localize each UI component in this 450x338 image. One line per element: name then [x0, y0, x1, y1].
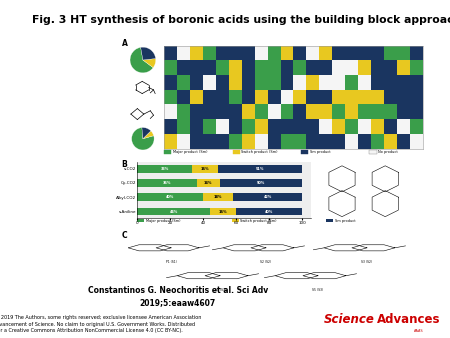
- Text: S5 (S3): S5 (S3): [312, 288, 324, 292]
- Text: 40%: 40%: [166, 195, 175, 199]
- Text: 18%: 18%: [214, 195, 222, 199]
- Text: 16%: 16%: [219, 210, 227, 214]
- Bar: [220, 179, 302, 187]
- Wedge shape: [143, 131, 153, 139]
- Bar: [137, 179, 197, 187]
- Text: Advances: Advances: [377, 313, 441, 326]
- Text: S3 (S2): S3 (S2): [361, 260, 373, 264]
- Bar: [192, 165, 218, 173]
- Text: Switch product (Sm): Switch product (Sm): [241, 150, 278, 154]
- Bar: [232, 219, 239, 222]
- Text: AAAS: AAAS: [414, 329, 423, 333]
- Wedge shape: [142, 127, 151, 139]
- Text: Major product (Sm): Major product (Sm): [173, 150, 207, 154]
- Text: No product: No product: [378, 150, 398, 154]
- Bar: [326, 219, 333, 222]
- Text: S4 (S3): S4 (S3): [215, 288, 225, 292]
- Bar: [233, 150, 240, 154]
- Wedge shape: [143, 58, 156, 68]
- Text: B: B: [122, 160, 127, 169]
- Text: 51%: 51%: [256, 167, 264, 171]
- Wedge shape: [130, 47, 153, 73]
- Text: A: A: [122, 39, 127, 48]
- Text: Switch product (Sm): Switch product (Sm): [240, 219, 277, 222]
- Bar: [203, 193, 233, 201]
- Bar: [369, 150, 377, 154]
- Bar: [137, 219, 144, 222]
- Text: Sm product: Sm product: [335, 219, 356, 222]
- Bar: [197, 179, 220, 187]
- Bar: [236, 208, 302, 216]
- Text: 36%: 36%: [163, 181, 171, 185]
- Bar: [218, 165, 302, 173]
- Bar: [301, 150, 308, 154]
- Text: S2 (S2): S2 (S2): [261, 260, 271, 264]
- Text: 50%: 50%: [257, 181, 265, 185]
- Text: 42%: 42%: [264, 195, 272, 199]
- Bar: [210, 208, 236, 216]
- Text: 14%: 14%: [204, 181, 212, 185]
- Text: Constantinos G. Neochoritis et al. Sci Adv
2019;5:eaaw4607: Constantinos G. Neochoritis et al. Sci A…: [88, 286, 268, 308]
- Text: Fig. 3 HT synthesis of boronic acids using the building block approach.: Fig. 3 HT synthesis of boronic acids usi…: [32, 15, 450, 25]
- Text: 33%: 33%: [160, 167, 169, 171]
- Text: 40%: 40%: [265, 210, 274, 214]
- Bar: [137, 208, 210, 216]
- Text: 16%: 16%: [201, 167, 209, 171]
- Text: Copyright © 2019 The Authors, some rights reserved; exclusive licensee American : Copyright © 2019 The Authors, some right…: [0, 314, 202, 333]
- Wedge shape: [141, 47, 156, 60]
- Text: P1 (S1): P1 (S1): [166, 260, 176, 264]
- Wedge shape: [132, 127, 154, 150]
- Text: Sm product: Sm product: [310, 150, 330, 154]
- Text: C: C: [122, 231, 127, 240]
- Bar: [137, 193, 203, 201]
- Bar: [233, 193, 302, 201]
- Text: 44%: 44%: [169, 210, 178, 214]
- Bar: [164, 150, 171, 154]
- Text: Science: Science: [324, 313, 375, 326]
- Text: Major product (Sm): Major product (Sm): [146, 219, 180, 222]
- Bar: [137, 165, 192, 173]
